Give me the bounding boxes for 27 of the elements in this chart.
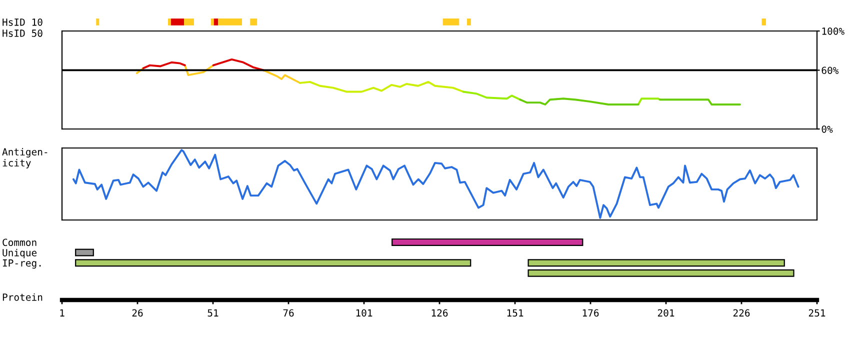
x-tick-label: 26 [132, 309, 143, 317]
y-axis-title: Antigen- icity [2, 148, 48, 168]
x-tick-label: 51 [208, 309, 218, 317]
x-tick-label: 226 [733, 309, 750, 317]
x-tick-label: 151 [507, 309, 524, 317]
x-tick-label: 251 [808, 309, 826, 317]
x-axis-title: Protein [2, 293, 42, 301]
y-tick-label: IP-reg. [2, 259, 41, 269]
y-tick-label: Unique [2, 248, 37, 258]
y-tick-label: HsID 10 [2, 18, 42, 26]
y-tick-label: 100% [822, 28, 844, 35]
x-tick-label: 201 [658, 309, 674, 317]
bar [528, 259, 785, 267]
y-tick-label: 0% [822, 126, 833, 133]
y-tick-label: HsID 50 [2, 30, 42, 37]
x-tick-label: 176 [582, 309, 599, 317]
bar [75, 248, 94, 256]
y-tick-label: 60% [822, 66, 839, 74]
x-tick-label: 126 [432, 309, 448, 317]
x-tick-label: 101 [356, 309, 372, 317]
bar [528, 269, 794, 277]
bar [75, 259, 472, 267]
bar [392, 238, 584, 246]
line-series [299, 80, 464, 93]
x-tick-label: 1 [60, 309, 64, 316]
y-tick-label: Common [2, 238, 36, 246]
x-tick-label: 76 [283, 309, 294, 317]
